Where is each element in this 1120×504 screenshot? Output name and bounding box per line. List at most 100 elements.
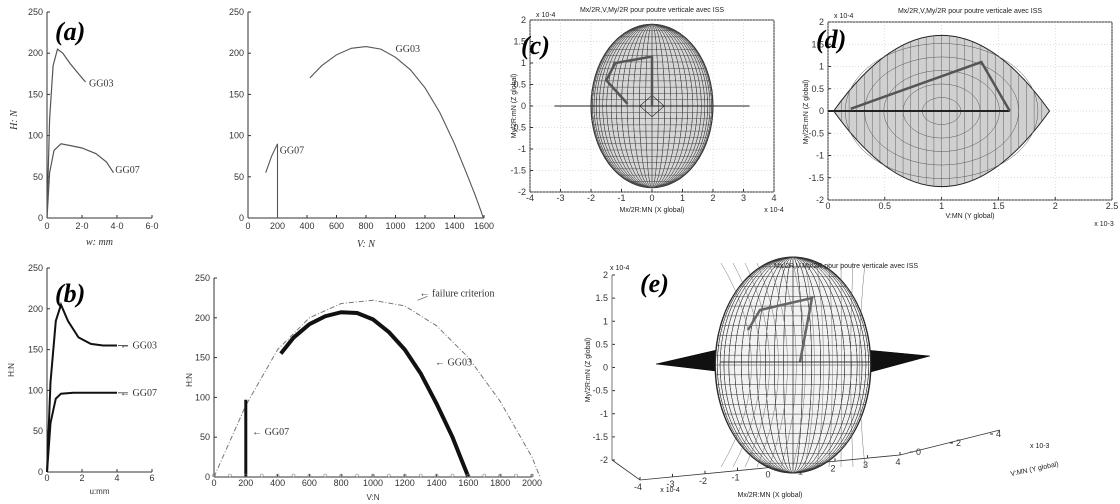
- x-tick-label: 6·0: [145, 221, 158, 231]
- x-tick-label: 1400: [427, 478, 447, 488]
- x-tick-label: 0: [825, 201, 830, 211]
- x-axis-label: Mx/2R:MN (X global): [620, 207, 685, 214]
- panel-label-b: (b): [55, 279, 85, 308]
- y-tick-label: 1.5: [513, 37, 526, 47]
- annotation-label-gg07: ← GG07: [120, 388, 157, 399]
- baseline-marker: [434, 473, 439, 478]
- surface-diagonal: [816, 262, 824, 468]
- y-tick-label: 100: [28, 131, 43, 141]
- x-tick-label: 0: [649, 193, 654, 203]
- x-tick-label: 2·0: [75, 221, 88, 231]
- series-line-gg03: [46, 48, 86, 219]
- y-tick-label: -1.5: [510, 166, 526, 176]
- y-tick-label: 0: [38, 213, 43, 223]
- y-tick-label: 100: [28, 385, 43, 395]
- x-tick-label: 1600: [474, 221, 494, 231]
- y-axis-label: H:N: [185, 373, 194, 387]
- x-tick-label: 6: [149, 473, 154, 483]
- surface-diagonal: [859, 262, 866, 468]
- y-scale-label: x 10-4: [610, 265, 630, 272]
- x-tick-label: 800: [334, 478, 349, 488]
- series-label-gg07: GG07: [280, 145, 304, 156]
- y-tick-label: 0: [239, 213, 244, 223]
- x-tick-label: 200: [270, 221, 285, 231]
- y-tick-label: 100: [229, 131, 244, 141]
- x-tick-label: 1000: [385, 221, 405, 231]
- y-tick-label: 2: [819, 17, 824, 27]
- x-tick-label: 400: [270, 478, 285, 488]
- x-axis-label: u:mm: [90, 487, 110, 496]
- chart-title: Mx/2R,V,My/2R pour poutre verticale avec…: [774, 263, 918, 270]
- x-tick-label: -1: [617, 193, 625, 203]
- y-axis-label: My/2R:mN (Z global): [585, 338, 592, 403]
- x-tick-label: -4: [526, 193, 534, 203]
- series-line-gg07: [46, 143, 115, 219]
- y-tick-label: 150: [28, 89, 43, 99]
- chart-title: Mx/2R,V,My/2R pour poutre verticale avec…: [580, 7, 724, 14]
- panel-label-d: (d): [816, 25, 846, 54]
- series-label-gg07: GG07: [115, 165, 139, 176]
- x-tick-label: 1200: [395, 478, 415, 488]
- surface-diagonal: [804, 262, 815, 468]
- y-tick-label: -0.5: [510, 123, 526, 133]
- y-tick-label: 250: [28, 7, 43, 17]
- y-tick-label: -1: [600, 409, 608, 419]
- y-tick-label: 150: [195, 353, 210, 363]
- z-tick-label: 2: [956, 438, 961, 448]
- x-tick-label: 1400: [444, 221, 464, 231]
- x-tick-label: 0: [44, 473, 49, 483]
- load-path: [604, 55, 654, 106]
- y-tick-label: -0.5: [592, 386, 608, 396]
- y-tick-label: 1: [603, 316, 608, 326]
- x-tick-label: -3: [666, 479, 674, 489]
- y-tick-label: 200: [28, 304, 43, 314]
- y-tick-label: -1.5: [808, 173, 824, 183]
- y-tick-label: -1: [816, 151, 824, 161]
- x-tick-label: 4: [114, 473, 119, 483]
- x-tick-label: 0: [44, 221, 49, 231]
- y-tick-label: 250: [229, 7, 244, 17]
- baseline-marker: [323, 473, 328, 478]
- baseline-marker: [371, 473, 375, 478]
- baseline-marker: [244, 473, 248, 478]
- y-tick-label: 250: [28, 263, 43, 273]
- x-axis-label: w: mm: [86, 237, 113, 248]
- x-scale-label: x 10-3: [1094, 221, 1114, 228]
- x-tick-label: 600: [302, 478, 317, 488]
- baseline-marker: [450, 473, 455, 478]
- baseline-marker: [339, 473, 344, 478]
- y-axis-label: My/2R:mN (Z global): [511, 74, 518, 139]
- baseline-marker: [307, 473, 312, 478]
- annotation-label-failure-criterion: ← failure criterion: [420, 288, 495, 299]
- x-axis-label: V: N: [357, 239, 376, 250]
- annotation-label-gg03: ← GG03: [435, 358, 472, 369]
- center-marker: [639, 94, 665, 118]
- baseline-marker: [514, 473, 518, 478]
- y-tick-label: 1: [819, 62, 824, 72]
- z-scale-label: x 10-3: [1030, 443, 1050, 450]
- panel-label-a: (a): [55, 17, 85, 46]
- surface-diagonal: [732, 262, 761, 468]
- y-tick-label: 0: [819, 106, 824, 116]
- baseline-marker: [498, 473, 503, 478]
- x-tick-label: 3: [741, 193, 746, 203]
- z-axis-label: V:MN (Y global): [1010, 461, 1059, 478]
- x-tick-label: 0: [245, 221, 250, 231]
- x-tick-label: 0.5: [879, 201, 892, 211]
- y-tick-label: 0.5: [595, 339, 608, 349]
- baseline-marker: [466, 473, 471, 478]
- y-tick-label: 0: [205, 472, 210, 482]
- load-path: [850, 60, 1011, 112]
- x-tick-label: -2: [587, 193, 595, 203]
- y-scale-label: x 10-4: [536, 12, 556, 19]
- series-line-gg07: [46, 391, 117, 473]
- y-axis-label: H: N: [9, 109, 20, 131]
- surface-diagonal: [780, 262, 797, 468]
- surface-diagonal: [756, 262, 779, 468]
- baseline-marker: [275, 473, 280, 478]
- y-axis-label: H:N: [7, 363, 16, 377]
- x-tick-label: 4: [771, 193, 776, 203]
- y-tick-label: 50: [200, 432, 210, 442]
- x-tick-label: 2: [710, 193, 715, 203]
